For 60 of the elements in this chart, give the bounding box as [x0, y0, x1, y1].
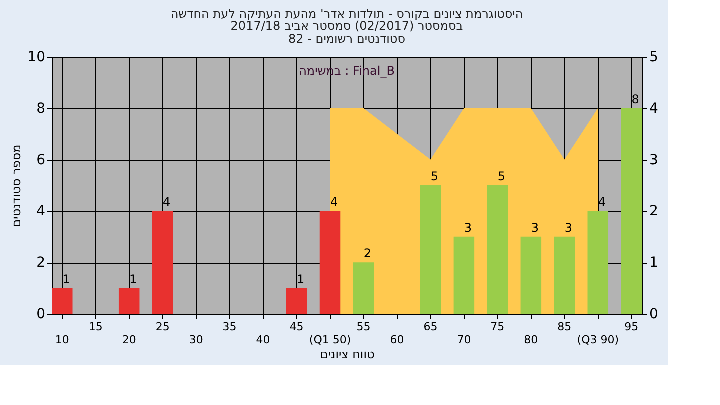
x-tick-label: 60: [390, 334, 404, 346]
data-label: 8: [632, 92, 640, 106]
bar: [52, 288, 73, 314]
bar: [454, 236, 475, 314]
y-tick-label: 8: [36, 100, 46, 117]
bar: [420, 186, 442, 314]
bar: [588, 211, 609, 314]
y2-tick-label: 3: [650, 152, 658, 168]
y-tick-label: 10: [28, 50, 46, 66]
data-label: 3: [564, 220, 572, 235]
x-tick-label: 65: [424, 320, 438, 334]
y-tick-label: 6: [36, 152, 46, 168]
data-label: 5: [430, 170, 439, 184]
y-axis-title: מספר סטודנטים: [10, 144, 24, 228]
y2-tick-label: 4: [650, 100, 658, 117]
bar: [621, 108, 642, 314]
bar: [118, 288, 140, 314]
data-label: 2: [364, 246, 372, 261]
bar: [353, 262, 374, 314]
bar: [520, 236, 542, 314]
data-label: 4: [163, 195, 171, 210]
data-label: 4: [598, 195, 606, 210]
chart-subtitle: בסמסטר (02/2017) סמסטר אביב 2017/18 סטודנטים רשומים - 82: [230, 19, 464, 46]
x-tick-label: 45: [290, 320, 304, 334]
x-tick-label: 70: [457, 334, 472, 346]
x-tick-label: (Q1 50): [309, 334, 352, 346]
y2-tick-label: 0: [650, 306, 658, 322]
x-tick-label: 75: [490, 320, 505, 334]
x-tick-label: 40: [256, 334, 270, 346]
y-tick-label: 4: [36, 204, 46, 220]
x-tick-label: 55: [356, 320, 371, 334]
x-tick-label: 15: [88, 320, 103, 334]
x-tick-label: 35: [222, 320, 237, 334]
bar: [487, 186, 508, 314]
data-label: 1: [296, 272, 305, 286]
y2-tick-label: 1: [650, 255, 658, 272]
bar: [152, 211, 174, 314]
bar: [320, 211, 341, 314]
data-label: 3: [464, 220, 472, 235]
y2-tick-label: 2: [650, 204, 658, 220]
data-label: 5: [498, 170, 506, 184]
bar: [554, 236, 576, 314]
x-axis-title: טווח ציונים: [320, 348, 375, 362]
x-tick-label: 30: [189, 334, 204, 346]
data-label: 4: [330, 195, 338, 210]
y-tick-label: 2: [36, 255, 46, 272]
bar: [286, 288, 308, 314]
data-label: 3: [531, 220, 539, 235]
y2-tick-label: 5: [650, 50, 658, 66]
x-tick-label: 20: [122, 334, 136, 346]
x-tick-label: 80: [524, 334, 538, 346]
y-tick-label: 0: [36, 306, 46, 322]
x-tick-label: 25: [156, 320, 170, 334]
x-tick-label: (Q3 90): [577, 334, 619, 346]
data-label: 1: [62, 272, 70, 286]
chart-title: היסטוגרמת ציונים בקורס - תולדות אדר' מהעת העתיקה לעת החדשה: [170, 7, 524, 21]
x-tick-label: 10: [55, 334, 70, 346]
data-label: 1: [130, 272, 138, 286]
x-tick-label: 85: [558, 320, 572, 334]
x-tick-label: 95: [624, 320, 639, 334]
